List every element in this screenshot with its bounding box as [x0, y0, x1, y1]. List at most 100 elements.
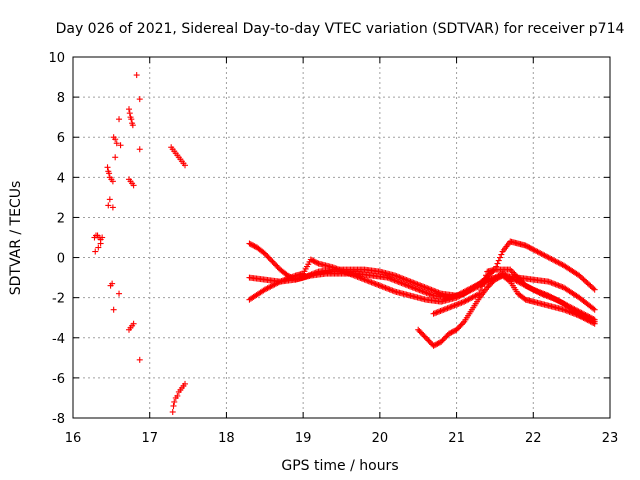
data-point: [431, 342, 438, 349]
data-point: [426, 338, 433, 345]
data-point: [485, 283, 492, 290]
data-point: [126, 110, 133, 117]
data-point: [307, 256, 314, 263]
data-point: [453, 326, 460, 333]
data-point: [116, 290, 123, 297]
data-point: [273, 262, 280, 269]
data-point: [117, 142, 124, 149]
data-point: [580, 276, 587, 283]
data-point: [182, 162, 189, 169]
data-point: [527, 245, 534, 252]
data-point: [439, 337, 446, 344]
data-point: [522, 242, 529, 249]
chart-title: Day 026 of 2021, Sidereal Day-to-day VTE…: [56, 21, 625, 37]
data-point: [507, 266, 514, 273]
data-point: [425, 337, 432, 344]
data-point: [588, 284, 595, 291]
data-point: [486, 281, 493, 288]
y-tick-label: -4: [52, 332, 65, 347]
data-point: [311, 258, 318, 265]
data-point: [491, 276, 498, 283]
data-point: [484, 284, 491, 291]
data-point: [525, 243, 532, 250]
data-point: [459, 320, 466, 327]
data-point: [583, 278, 590, 285]
x-tick-label: 21: [448, 431, 465, 446]
data-point: [171, 398, 178, 405]
data-point: [270, 259, 277, 266]
data-point: [445, 330, 452, 337]
data-point: [497, 254, 504, 261]
data-point: [110, 306, 117, 313]
data-point: [264, 253, 271, 260]
data-point: [113, 140, 120, 147]
data-point: [430, 342, 437, 349]
data-point: [435, 340, 442, 347]
data-point: [477, 286, 484, 293]
data-point: [416, 328, 423, 335]
data-point: [126, 106, 133, 113]
data-point: [250, 242, 257, 249]
data-point: [136, 96, 143, 103]
data-point: [434, 340, 441, 347]
data-point: [494, 260, 501, 267]
data-point: [129, 122, 136, 129]
data-point: [274, 263, 281, 270]
data-point: [495, 257, 502, 264]
data-point: [586, 281, 593, 288]
data-point: [247, 241, 254, 248]
data-point: [130, 320, 137, 327]
data-point: [105, 202, 112, 209]
data-point: [476, 290, 483, 297]
data-point: [584, 280, 591, 287]
data-point: [526, 244, 533, 251]
y-tick-label: 10: [48, 51, 65, 66]
data-point: [109, 178, 116, 185]
y-tick-label: 0: [57, 252, 65, 267]
y-axis-label: SDTVAR / TECUs: [8, 181, 24, 296]
data-point: [170, 402, 177, 409]
data-point: [493, 275, 500, 282]
data-point: [442, 334, 449, 341]
data-point: [133, 72, 140, 79]
data-point: [112, 136, 119, 143]
data-points: [91, 72, 598, 415]
data-point: [480, 279, 487, 286]
y-tick-label: -8: [52, 412, 65, 427]
data-point: [91, 234, 98, 241]
data-point: [458, 321, 465, 328]
data-point: [265, 254, 272, 261]
data-point: [591, 286, 598, 293]
data-point: [246, 240, 253, 247]
y-tick-label: 4: [57, 171, 65, 186]
data-point: [417, 329, 424, 336]
data-point: [576, 272, 583, 279]
data-point: [169, 408, 176, 415]
y-tick-label: 6: [57, 131, 65, 146]
data-point: [269, 258, 276, 265]
data-point: [475, 291, 482, 298]
x-tick-label: 19: [295, 431, 312, 446]
data-point: [456, 324, 463, 331]
data-point: [419, 330, 426, 337]
data-point: [591, 318, 598, 325]
data-point: [448, 329, 455, 336]
data-point: [261, 250, 268, 257]
data-point: [449, 328, 456, 335]
data-point: [99, 234, 106, 241]
data-point: [116, 116, 123, 123]
data-point: [481, 275, 488, 282]
data-point: [428, 340, 434, 347]
data-point: [491, 266, 498, 273]
data-point: [521, 295, 528, 302]
data-point: [443, 333, 450, 340]
data-point: [263, 251, 270, 258]
data-point: [489, 279, 496, 286]
data-point: [591, 306, 598, 313]
y-tick-label: -6: [52, 372, 65, 387]
data-point: [590, 305, 597, 312]
data-point: [249, 241, 255, 248]
data-point: [421, 333, 428, 340]
data-point: [420, 332, 427, 339]
